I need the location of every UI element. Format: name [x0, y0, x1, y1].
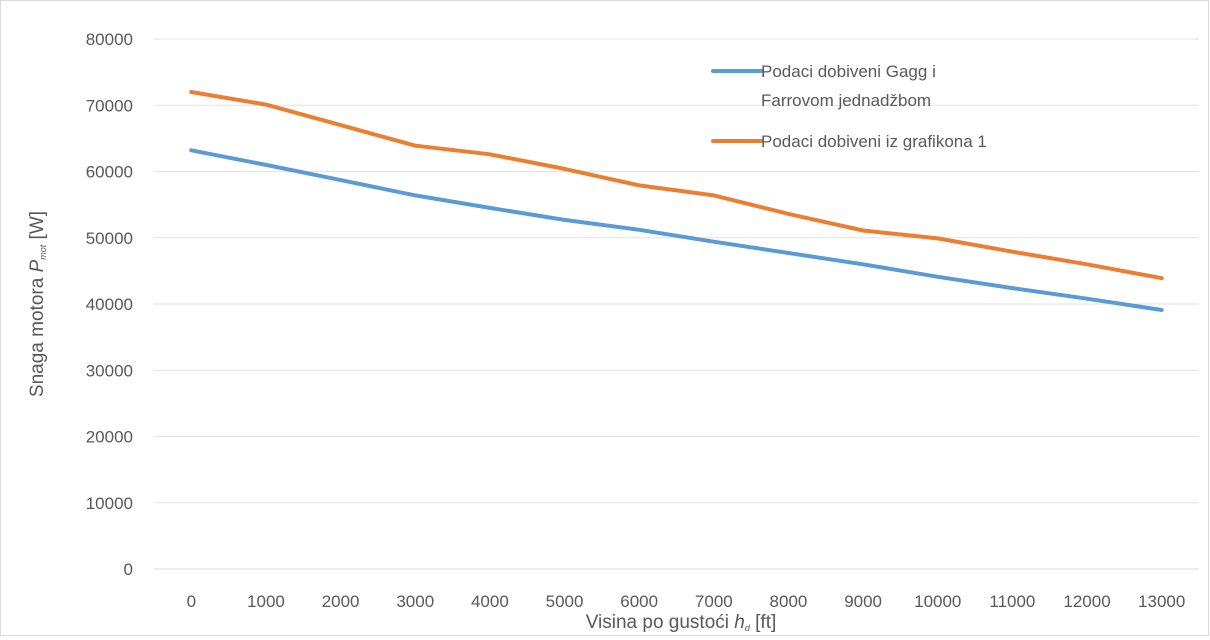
x-tick-label: 11000 — [989, 592, 1035, 611]
series-line-2 — [189, 90, 1164, 281]
y-tick-label: 50000 — [86, 229, 133, 248]
x-tick-labels: 0 1000 2000 3000 4000 5000 6000 7000 8000 9000 100… — [187, 592, 1186, 611]
legend-item-2: Podaci dobiveni iz grafikona 1 — [711, 132, 987, 151]
x-tick-label: 4000 — [471, 592, 509, 611]
x-tick-label: 10000 — [914, 592, 961, 611]
x-tick-label: 3000 — [396, 592, 434, 611]
y-tick-label: 40000 — [86, 295, 133, 314]
y-tick-label: 60000 — [86, 163, 133, 182]
x-tick-label: 2000 — [322, 592, 360, 611]
legend-item-1: Podaci dobiveni Gagg i Farrovom jednadžbo… — [711, 62, 936, 110]
x-tick-label: 8000 — [770, 592, 808, 611]
legend-label: Farrovom jednadžbom — [761, 91, 931, 110]
series-line-1 — [189, 148, 1164, 312]
x-axis-title: Visina po gustoći hd [ft] — [586, 612, 777, 633]
y-axis-title: Snaga motora Pmot [W] — [27, 211, 48, 397]
y-tick-label: 20000 — [86, 428, 133, 447]
x-tick-label: 7000 — [695, 592, 733, 611]
y-tick-labels: 0 10000 20000 30000 40000 50000 60000 70000 8000… — [86, 30, 133, 579]
series-lines — [189, 90, 1164, 312]
legend-label: Podaci dobiveni iz grafikona 1 — [761, 132, 987, 151]
y-tick-label: 0 — [124, 560, 133, 579]
x-tick-label: 9000 — [844, 592, 882, 611]
x-tick-label: 13000 — [1138, 592, 1185, 611]
x-tick-label: 0 — [187, 592, 196, 611]
legend: Podaci dobiveni Gagg i Farrovom jednadžbo… — [711, 62, 987, 151]
y-tick-label: 10000 — [86, 494, 133, 513]
x-tick-label: 6000 — [620, 592, 658, 611]
y-tick-label: 30000 — [86, 361, 133, 380]
y-tick-label: 70000 — [86, 96, 133, 115]
x-tick-label: 1000 — [247, 592, 285, 611]
x-tick-label: 12000 — [1063, 592, 1110, 611]
x-tick-label: 5000 — [546, 592, 584, 611]
legend-label: Podaci dobiveni Gagg i — [761, 62, 936, 81]
y-tick-label: 80000 — [86, 30, 133, 49]
